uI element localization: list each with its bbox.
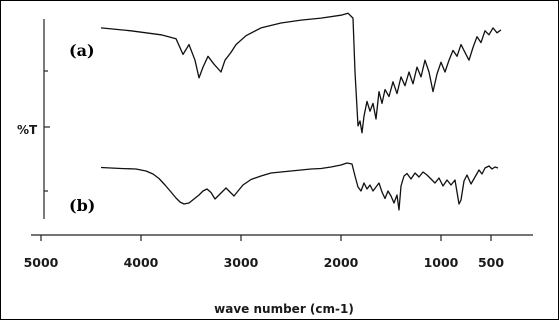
x-tick-label: 5000 bbox=[24, 255, 59, 270]
spectrum-line-a bbox=[100, 12, 502, 134]
spectrum-line-b bbox=[100, 162, 499, 211]
x-tick-label: 500 bbox=[478, 255, 504, 270]
series-label-b: (b) bbox=[69, 196, 95, 215]
x-tick-label: 3000 bbox=[224, 255, 259, 270]
x-tick-label: 1000 bbox=[424, 255, 459, 270]
x-tick-label: 2000 bbox=[324, 255, 359, 270]
x-axis-label: wave number (cm-1) bbox=[214, 302, 354, 316]
y-axis-label: %T bbox=[17, 123, 38, 137]
series-label-a: (a) bbox=[69, 41, 95, 60]
x-tick-label: 4000 bbox=[124, 255, 159, 270]
